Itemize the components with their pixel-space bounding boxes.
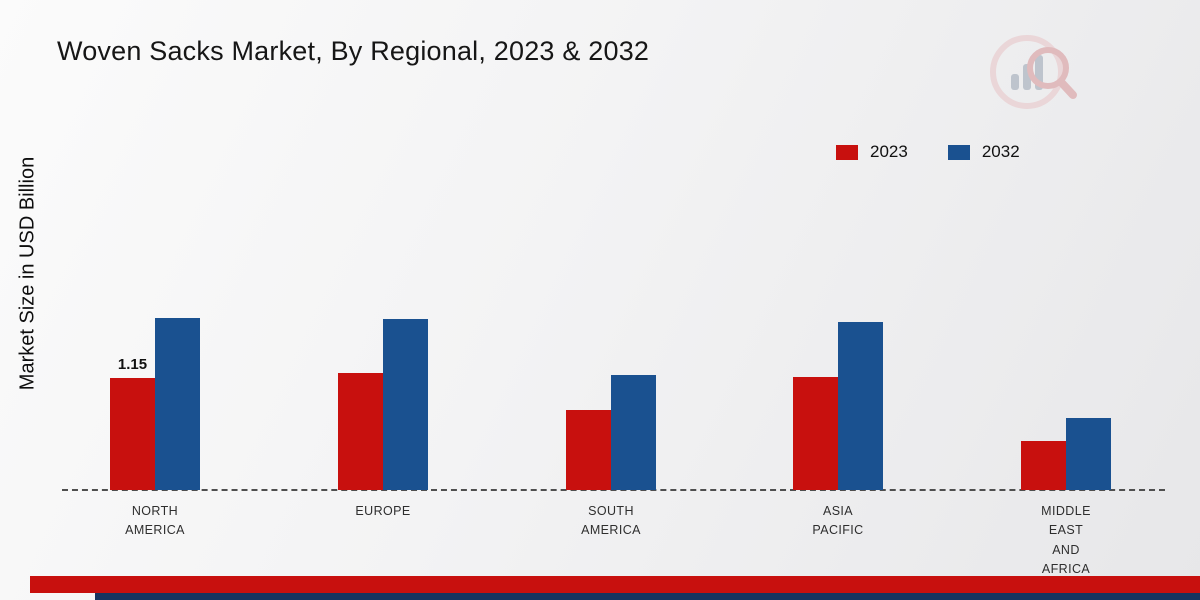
bar-2023-asia-pacific (793, 377, 838, 490)
category-label-europe: EUROPE (355, 504, 411, 518)
bar-2023-middle-east-and-africa (1021, 441, 1066, 490)
bar-2032-north-america (155, 318, 200, 490)
footer-red-strip (30, 576, 1200, 593)
x-axis-baseline (62, 489, 1165, 491)
legend-swatch-2032 (947, 144, 970, 160)
category-label-south-america: SOUTH AMERICA (581, 504, 641, 538)
bar-2023-south-america (566, 410, 611, 490)
bar-2023-north-america (110, 378, 155, 490)
legend: 2023 2032 (836, 142, 1020, 162)
brand-logo-icon (990, 35, 1077, 109)
bar-2023-europe (338, 373, 383, 490)
data-label-2023-north-america: 1.15 (117, 356, 148, 373)
bar-2032-asia-pacific (838, 322, 883, 490)
legend-label-2023: 2023 (870, 142, 908, 161)
legend-item-2023: 2023 (836, 142, 908, 162)
legend-item-2032: 2032 (947, 142, 1020, 162)
chart-title: Woven Sacks Market, By Regional, 2023 & … (57, 36, 650, 66)
footer-navy-strip (95, 593, 1200, 600)
bar-2032-south-america (611, 375, 656, 490)
legend-label-2032: 2032 (981, 142, 1020, 161)
category-label-north-america: NORTH AMERICA (125, 504, 185, 538)
category-label-asia-pacific: ASIA PACIFIC (812, 504, 864, 538)
legend-swatch-2023 (836, 144, 858, 160)
bar-2032-middle-east-and-africa (1066, 418, 1111, 490)
bar-2032-europe (383, 319, 428, 490)
category-label-middle-east-and-africa: MIDDLE EAST AND AFRICA (1041, 504, 1091, 577)
